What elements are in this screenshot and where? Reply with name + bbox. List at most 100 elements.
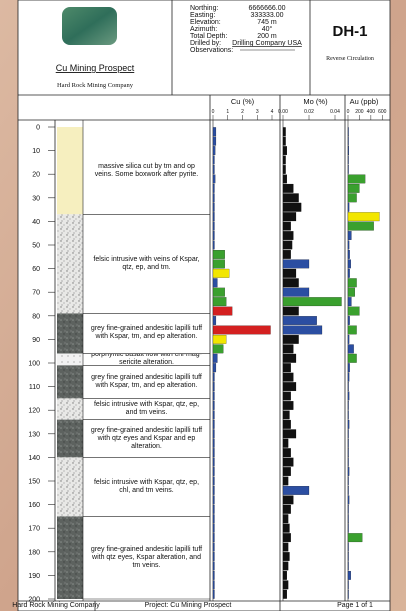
assay-bar [347, 146, 349, 156]
assay-bar [212, 429, 215, 439]
assay-bar [212, 344, 224, 354]
assay-bar [347, 570, 351, 580]
assay-bar [347, 259, 351, 269]
assay-bar [282, 523, 290, 533]
assay-bar [282, 533, 291, 543]
assay-bar [282, 580, 289, 590]
assay-bar [347, 438, 349, 448]
assay-bar [347, 552, 349, 561]
assay-bar [212, 523, 215, 533]
core-unit [57, 457, 83, 517]
core-unit [57, 419, 83, 458]
assay-bar [212, 155, 215, 165]
assay-bar [347, 382, 349, 392]
assay-bar [212, 514, 215, 524]
assay-bar [212, 316, 217, 325]
assay-bar [347, 231, 352, 240]
assay-bar [347, 278, 357, 288]
assay-bar [347, 268, 350, 278]
assay-bar [347, 155, 349, 165]
assay-bar [212, 372, 215, 382]
assay-bar [212, 391, 215, 401]
assay-bar [212, 212, 215, 222]
track-tick-label: 400 [367, 109, 376, 115]
assay-bar [212, 401, 215, 410]
depth-label: 90 [32, 337, 40, 344]
assay-bar [282, 231, 294, 240]
footer-left: Hard Rock Mining Company [12, 602, 100, 609]
assay-bar [347, 212, 380, 222]
company-name: Hard Rock Mining Company [57, 82, 134, 89]
depth-label: 190 [28, 573, 40, 580]
depth-label: 180 [28, 549, 40, 556]
assay-bar [282, 250, 291, 259]
unit-description: felsic intrusive with Kspar, qtz, ep, an… [93, 401, 200, 416]
assay-bar [347, 495, 350, 505]
assay-bar [282, 174, 287, 184]
assay-bar [282, 391, 291, 401]
description-box: porphyritic basalt flow with chl-mag-ser… [91, 354, 202, 366]
assay-bar [212, 363, 217, 373]
assay-bar [347, 514, 349, 524]
assay-bar [347, 486, 349, 495]
assay-bar [347, 504, 349, 514]
field-label: Drilled by: [190, 40, 221, 47]
assay-bar [282, 457, 294, 467]
assay-bar [282, 297, 342, 307]
assay-bar [212, 136, 217, 146]
assay-bar [347, 325, 357, 335]
assay-bar [212, 467, 215, 476]
hole-id: DH-1 [332, 23, 367, 40]
assay-bar [347, 202, 350, 212]
unit-description: felsic intrusive with Kspar, qtz, ep, ch… [93, 478, 200, 494]
assay-bar [212, 297, 227, 307]
unit-description: grey fine-grained andesitic lapilli tuff… [90, 426, 203, 450]
assay-bar [212, 589, 215, 599]
assay-bar [282, 486, 310, 495]
assay-bar [347, 136, 349, 146]
assay-bar [347, 429, 349, 439]
assay-bar [212, 146, 216, 156]
field-value: 40° [262, 25, 273, 33]
unit-description: grey fine grained andesitic lapilli tuff… [91, 373, 202, 389]
depth-label: 40 [32, 219, 40, 226]
assay-bar [212, 278, 218, 288]
rock-photo [62, 7, 117, 45]
depth-label: 0 [36, 125, 40, 132]
assay-bar [282, 495, 294, 505]
assay-bar [282, 504, 291, 514]
assay-bar [347, 448, 349, 458]
assay-bar [282, 552, 290, 561]
assay-bar [212, 306, 233, 316]
assay-bar [282, 344, 294, 354]
depth-label: 10 [32, 148, 40, 155]
assay-bar [282, 325, 323, 335]
field-label: Northing: [190, 5, 218, 12]
depth-label: 170 [28, 526, 40, 533]
description-box: felsic intrusive with veins of Kspar, qt… [93, 256, 199, 271]
assay-bar [212, 457, 215, 467]
assay-bar [212, 495, 215, 505]
field-value: 745 m [257, 19, 277, 26]
assay-bar [212, 353, 218, 363]
track-tick-label: 0.04 [330, 109, 340, 115]
assay-bar [282, 542, 289, 552]
core-unit [57, 365, 83, 399]
assay-bar [347, 467, 350, 476]
assay-bar [347, 372, 350, 382]
depth-label: 20 [32, 172, 40, 179]
assay-bar [282, 127, 286, 137]
assay-bar [212, 570, 215, 580]
assay-bar [282, 287, 310, 297]
track-tick-label: 1 [226, 109, 229, 115]
assay-bar [282, 268, 297, 278]
field-value: 333333.00 [250, 12, 283, 19]
assay-bar [282, 419, 291, 429]
assay-bar [347, 240, 350, 250]
assay-bar [347, 287, 355, 297]
project-name: Cu Mining Prospect [56, 63, 135, 73]
assay-bar [212, 580, 215, 590]
assay-bar [282, 155, 286, 165]
track-tick-label: 2 [241, 109, 244, 115]
assay-bar [212, 561, 215, 571]
